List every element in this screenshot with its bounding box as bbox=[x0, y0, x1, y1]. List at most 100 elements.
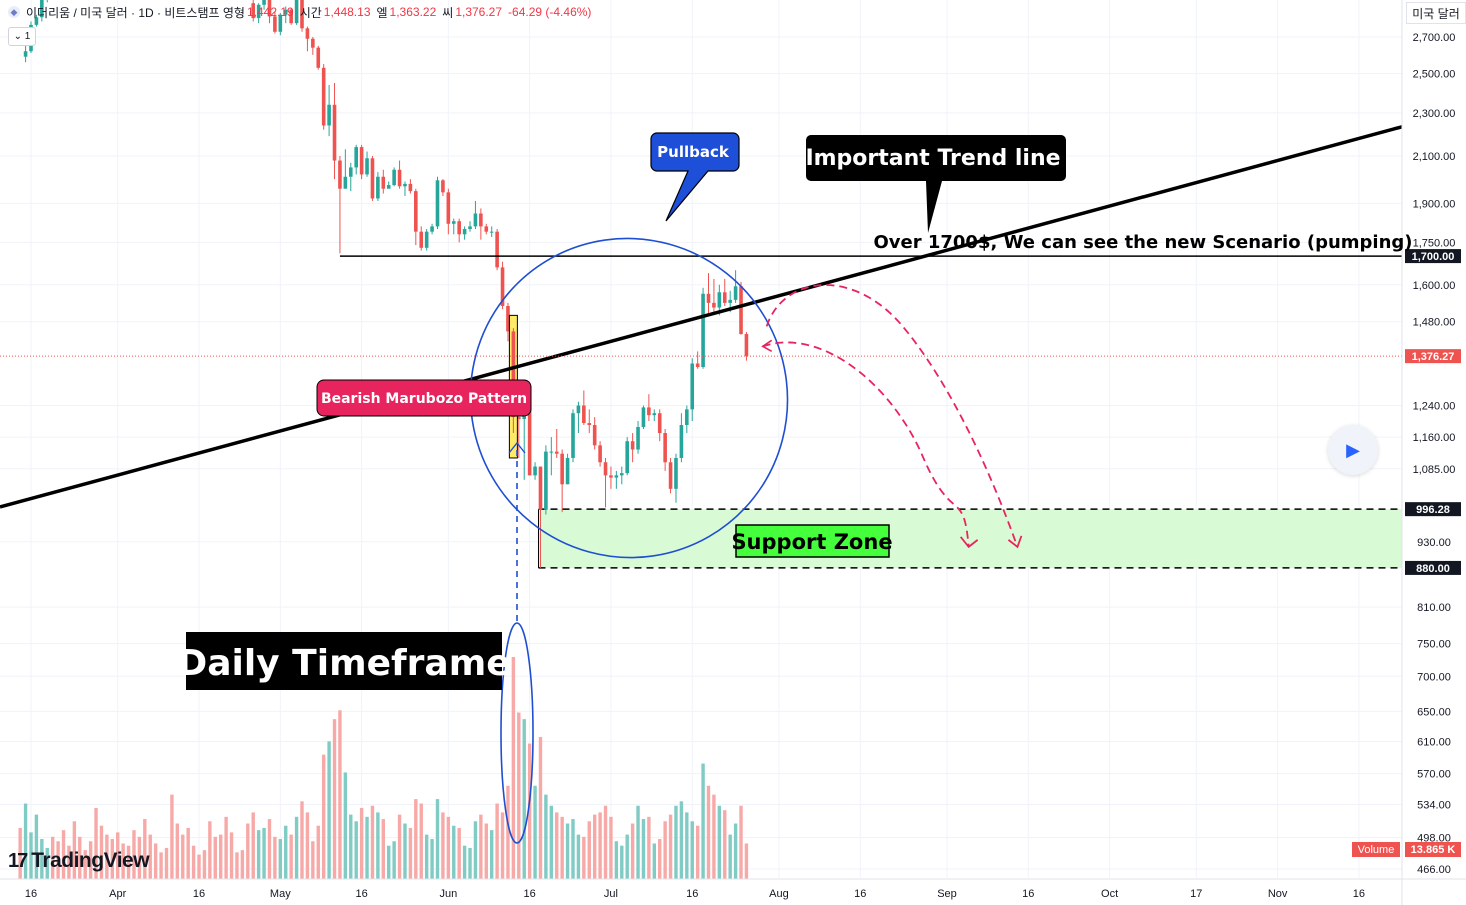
volume-bar bbox=[490, 830, 494, 879]
annotation-labels: Important Trend line Pullback Over 1700$, … bbox=[177, 132, 1413, 690]
volume-bar bbox=[663, 821, 667, 879]
low-label: 엘 bbox=[376, 5, 388, 20]
volume-bar bbox=[213, 836, 217, 879]
volume-bar bbox=[712, 794, 716, 879]
volume-bar bbox=[728, 834, 732, 879]
price-tick-label: 750.00 bbox=[1417, 639, 1451, 651]
candle-body bbox=[359, 147, 364, 175]
price-tick-label: 498.00 bbox=[1417, 833, 1451, 845]
open-value: 1,442.19 bbox=[246, 5, 294, 19]
volume-bar bbox=[658, 839, 662, 879]
volume-bar bbox=[430, 839, 434, 879]
symbol-title: 이더리움 / 미국 달러 · 1D · 비트스탬프 bbox=[26, 5, 220, 20]
volume-bar bbox=[191, 845, 196, 879]
volume-bar bbox=[121, 843, 125, 879]
candle-body bbox=[424, 231, 429, 248]
price-label-box bbox=[1405, 349, 1461, 364]
tradingview-wordmark: TradingView bbox=[31, 849, 150, 872]
tradingview-mark-icon: 17 bbox=[8, 849, 28, 872]
support-zone-fill bbox=[538, 509, 1402, 568]
candle-body bbox=[273, 16, 277, 32]
candle-body bbox=[473, 213, 478, 227]
volume-bar bbox=[685, 812, 689, 879]
close-value: 1,376.27 bbox=[455, 5, 503, 19]
volume-bar bbox=[587, 821, 591, 879]
volume-bar bbox=[224, 816, 228, 879]
marubozo-label-box bbox=[316, 379, 532, 417]
pullback-callout-text: Pullback bbox=[657, 143, 730, 161]
volume-bar bbox=[468, 847, 472, 879]
volume-bar bbox=[527, 743, 532, 879]
price-tick-label: 1,085.00 bbox=[1413, 464, 1456, 476]
candle-body bbox=[663, 433, 667, 463]
candle-body bbox=[582, 405, 586, 424]
volume-bar bbox=[294, 816, 299, 879]
candle-body bbox=[392, 169, 396, 186]
forecast-arrowhead-b-icon bbox=[1007, 535, 1023, 549]
volume-bar bbox=[327, 741, 331, 879]
candle-body bbox=[598, 445, 602, 463]
volume-bar bbox=[143, 819, 147, 879]
volume-bar bbox=[370, 805, 375, 879]
grid bbox=[0, 0, 1402, 878]
candle-body bbox=[408, 183, 413, 192]
open-label: 영형 bbox=[222, 5, 245, 20]
candle-body bbox=[300, 0, 304, 29]
candle-body bbox=[462, 229, 467, 235]
volume-bar bbox=[695, 825, 700, 879]
volume-bar bbox=[723, 810, 727, 879]
volume-bar bbox=[300, 801, 304, 879]
high-label: 시간 bbox=[299, 5, 322, 20]
volume-bar bbox=[18, 827, 22, 879]
volume-bar bbox=[278, 839, 283, 879]
volume-bar bbox=[603, 805, 608, 879]
candle-body bbox=[614, 475, 619, 478]
volume-bar bbox=[219, 834, 223, 879]
candle-body bbox=[592, 425, 597, 446]
candle-body bbox=[338, 160, 342, 189]
volume-bar bbox=[544, 794, 548, 879]
volume-bar bbox=[132, 830, 136, 879]
volume-bar bbox=[446, 816, 451, 879]
collapse-indicators-button[interactable]: ⌄ 1 bbox=[8, 27, 36, 46]
tradingview-logo[interactable]: 17 TradingView bbox=[8, 848, 150, 874]
price-label-text: 996.28 bbox=[1416, 504, 1450, 516]
low-value: 1,363.22 bbox=[389, 5, 437, 19]
volume-bar bbox=[479, 814, 483, 879]
time-tick-label: Aug bbox=[769, 888, 789, 900]
volume-bar bbox=[153, 843, 158, 879]
candle-body bbox=[560, 453, 564, 485]
volume-bar bbox=[441, 812, 445, 879]
candle-body bbox=[495, 231, 499, 268]
price-label-box bbox=[1405, 249, 1461, 264]
time-tick-label: Jun bbox=[439, 888, 457, 900]
volume-bar bbox=[522, 719, 526, 879]
time-tick-label: 16 bbox=[193, 888, 205, 900]
volume-bar bbox=[229, 832, 234, 879]
candle-body bbox=[538, 466, 543, 510]
currency-selector[interactable]: 미국 달러 bbox=[1406, 2, 1466, 24]
play-button[interactable]: ▶ bbox=[1328, 425, 1378, 475]
candle-body bbox=[441, 180, 445, 193]
candle-body bbox=[457, 221, 461, 235]
candle-body bbox=[544, 451, 548, 510]
marubozo-link-arrow-icon bbox=[508, 441, 526, 454]
candle-body bbox=[587, 423, 592, 426]
candle-body bbox=[403, 183, 407, 187]
price-tick-label: 1,240.00 bbox=[1413, 401, 1456, 413]
time-tick-label: Oct bbox=[1101, 888, 1118, 900]
volume-bar bbox=[343, 772, 348, 879]
volume-bar bbox=[668, 814, 673, 879]
candle-body bbox=[267, 0, 272, 17]
price-label-text: 1,700.00 bbox=[1412, 251, 1455, 263]
candle-body bbox=[603, 462, 608, 476]
volume-bar bbox=[647, 816, 651, 879]
play-icon: ▶ bbox=[1346, 439, 1360, 460]
candle-body bbox=[479, 213, 483, 227]
volume-bar bbox=[56, 841, 60, 879]
candle-body bbox=[517, 417, 521, 420]
high-value: 1,448.13 bbox=[323, 5, 371, 19]
candle-body bbox=[712, 302, 716, 308]
candle-body bbox=[576, 405, 581, 414]
